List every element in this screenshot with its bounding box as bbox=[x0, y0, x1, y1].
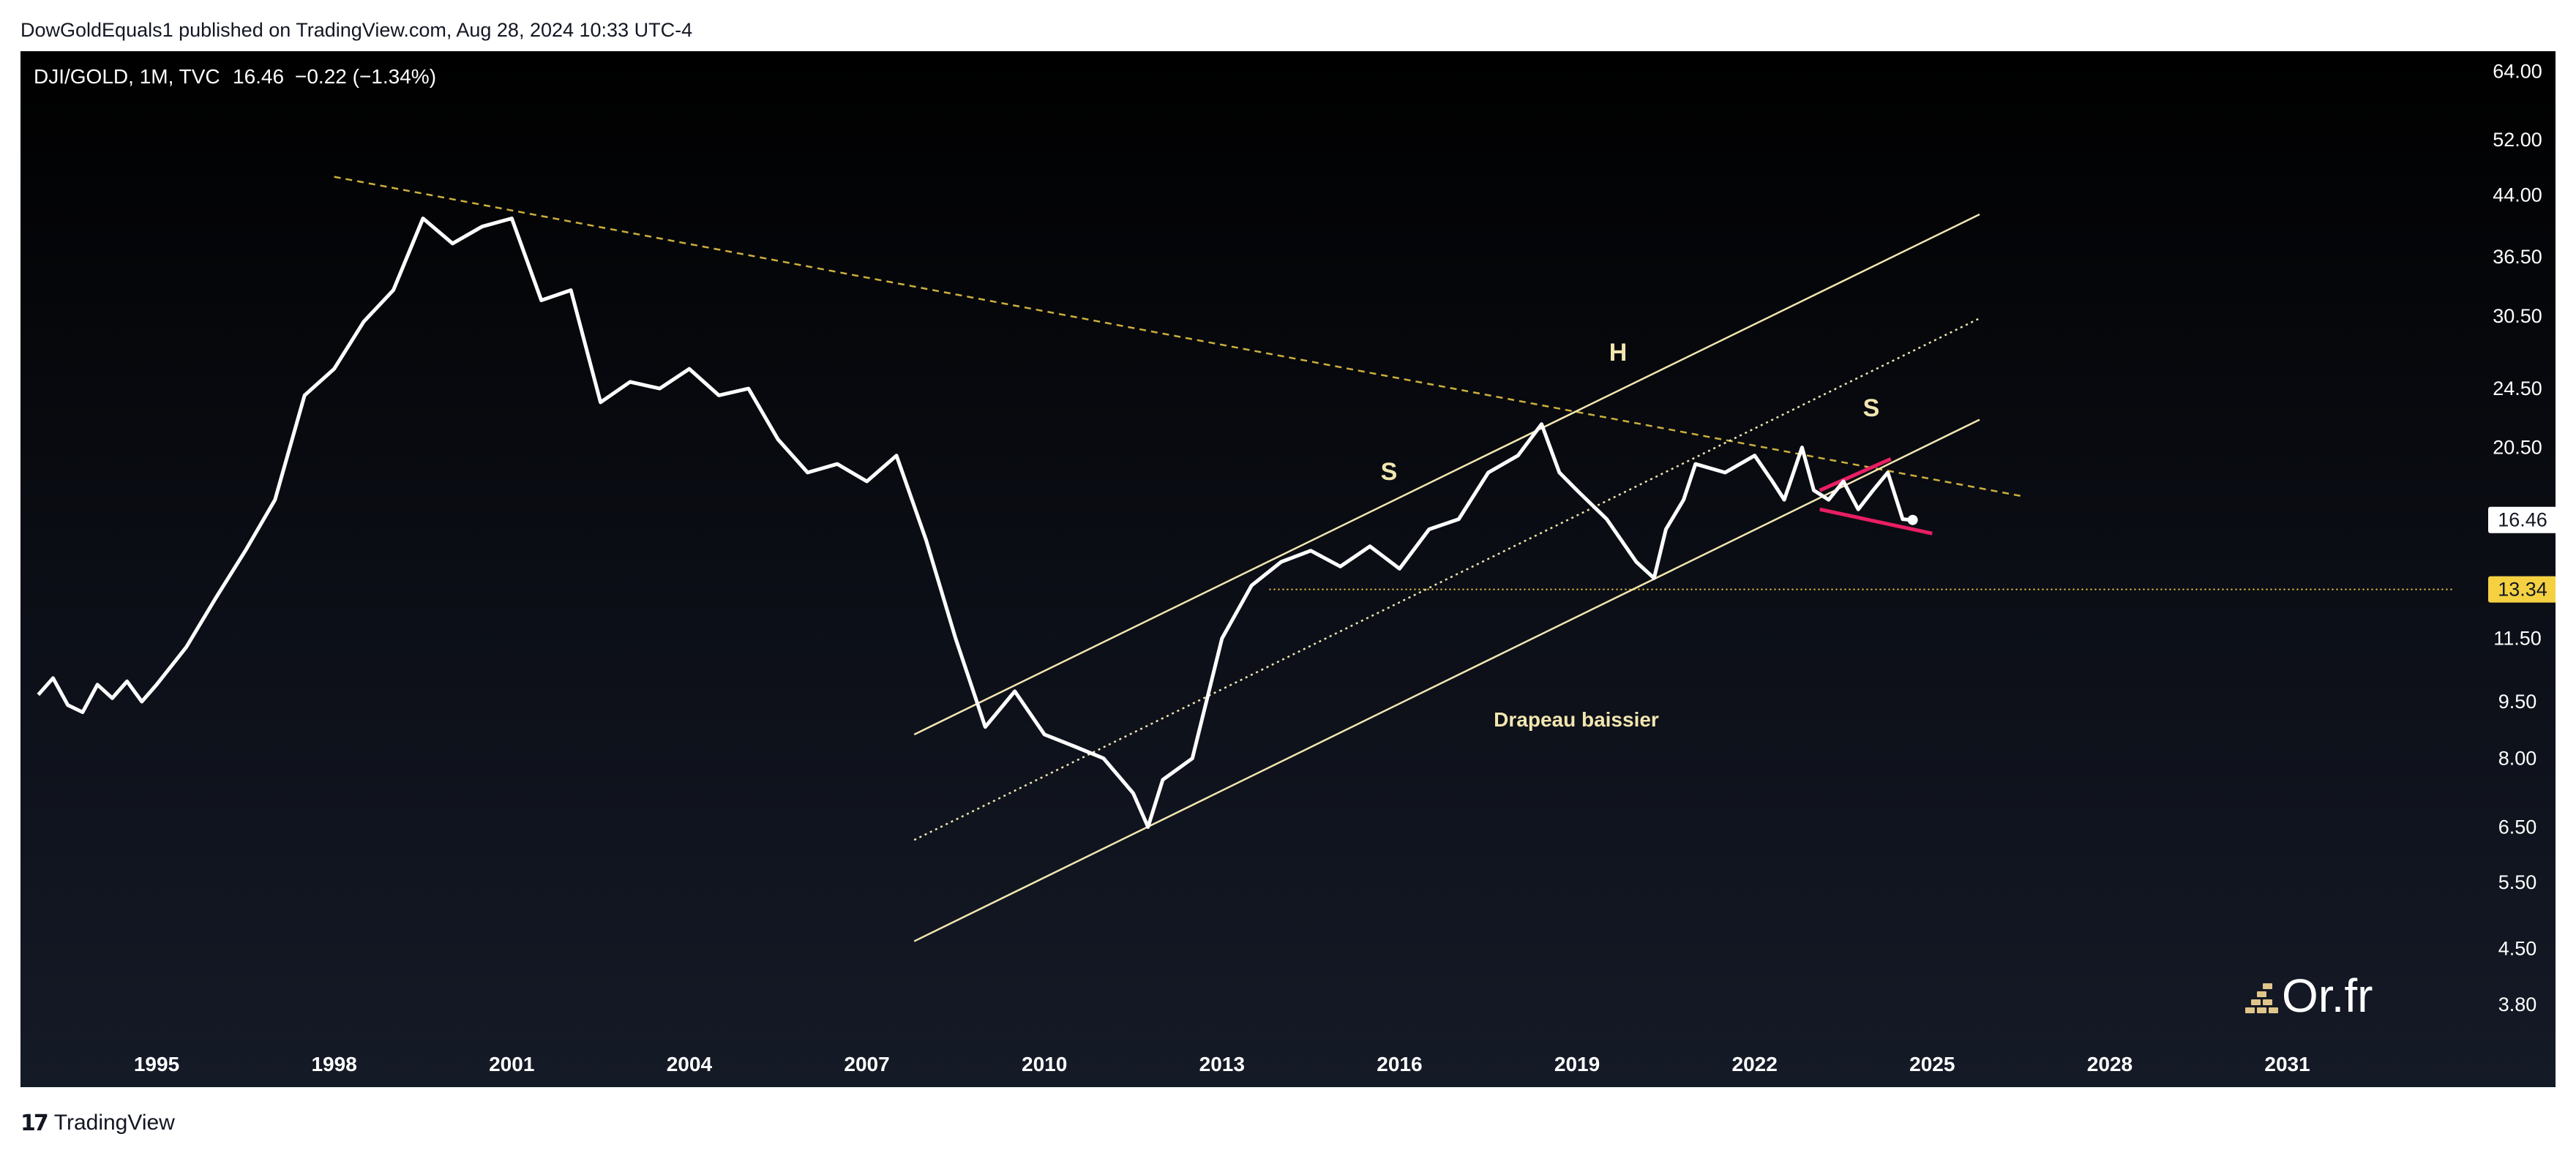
trendline-descending bbox=[334, 176, 2021, 497]
tradingview-logo-icon: 17 bbox=[20, 1110, 49, 1136]
x-tick-label: 2025 bbox=[1909, 1053, 1955, 1075]
x-tick-label: 2010 bbox=[1022, 1053, 1067, 1075]
y-tick-label: 4.50 bbox=[2498, 937, 2537, 959]
x-tick-label: 2028 bbox=[2087, 1053, 2133, 1075]
badge-last-price-text: 16.46 bbox=[2498, 509, 2547, 531]
publish-attribution: DowGoldEquals1 published on TradingView.… bbox=[20, 19, 693, 41]
price-series bbox=[37, 217, 1918, 829]
y-tick-label: 5.50 bbox=[2498, 871, 2537, 893]
x-tick-label: 1998 bbox=[311, 1053, 356, 1075]
badge-level: 13.34 bbox=[2488, 576, 2556, 603]
y-tick-label: 24.50 bbox=[2493, 378, 2542, 399]
label-left-shoulder: S bbox=[1381, 458, 1398, 486]
gold-bars-icon bbox=[2245, 983, 2278, 1013]
channel-middle bbox=[913, 317, 1980, 841]
y-tick-label: 11.50 bbox=[2493, 628, 2542, 650]
badge-last-price: 16.46 bbox=[2488, 506, 2556, 533]
watermark: Or.fr bbox=[2245, 969, 2373, 1022]
y-tick-label: 36.50 bbox=[2493, 246, 2542, 268]
legend-symbol: DJI/GOLD, 1M, TVC bbox=[34, 65, 220, 88]
x-tick-label: 2013 bbox=[1199, 1053, 1245, 1075]
label-pattern: Drapeau baissier bbox=[1494, 708, 1659, 731]
y-tick-label: 6.50 bbox=[2498, 816, 2537, 838]
footer-brand: TradingView bbox=[53, 1111, 175, 1135]
price-line bbox=[37, 217, 1913, 829]
chart-area[interactable]: 3.80 4.50 5.50 6.50 8.00 9.50 11.50 20.50 24.50 3… bbox=[20, 51, 2556, 1087]
y-tick-label: 64.00 bbox=[2493, 60, 2542, 82]
axes-layer: 3.80 4.50 5.50 6.50 8.00 9.50 11.50 20.50 24.50 3… bbox=[134, 60, 2556, 1075]
x-tick-label: 2019 bbox=[1554, 1053, 1600, 1075]
y-tick-label: 52.00 bbox=[2493, 129, 2542, 151]
price-chart[interactable]: 3.80 4.50 5.50 6.50 8.00 9.50 11.50 20.50 24.50 3… bbox=[20, 51, 2556, 1087]
x-tick-label: 2007 bbox=[844, 1053, 889, 1075]
footer: 17 TradingView bbox=[20, 1106, 175, 1140]
x-tick-label: 2004 bbox=[667, 1053, 713, 1075]
x-tick-label: 2001 bbox=[489, 1053, 534, 1075]
x-tick-label: 2016 bbox=[1377, 1053, 1422, 1075]
channel-upper bbox=[913, 213, 1980, 736]
badge-last-price-bg bbox=[2488, 506, 2556, 533]
y-tick-label: 30.50 bbox=[2493, 305, 2542, 327]
label-right-shoulder: S bbox=[1863, 394, 1880, 422]
y-tick-label: 8.00 bbox=[2498, 748, 2537, 770]
last-price-dot bbox=[1907, 514, 1918, 525]
x-tick-label: 2022 bbox=[1732, 1053, 1778, 1075]
x-tick-label: 2031 bbox=[2264, 1053, 2310, 1075]
badge-level-text: 13.34 bbox=[2498, 579, 2547, 601]
flag-upper bbox=[1819, 457, 1892, 492]
channel-lower bbox=[913, 418, 1980, 942]
legend-change: −0.22 (−1.34%) bbox=[295, 65, 436, 88]
y-tick-label: 9.50 bbox=[2498, 691, 2537, 713]
badge-level-bg bbox=[2488, 576, 2556, 603]
flag-lower bbox=[1819, 507, 1933, 536]
legend-last: 16.46 bbox=[233, 65, 284, 88]
y-tick-label: 44.00 bbox=[2493, 184, 2542, 206]
watermark-text: Or.fr bbox=[2282, 969, 2373, 1022]
x-tick-label: 1995 bbox=[134, 1053, 179, 1075]
drawings-layer bbox=[334, 176, 2453, 942]
y-tick-label: 20.50 bbox=[2493, 437, 2542, 459]
y-tick-label: 3.80 bbox=[2498, 994, 2537, 1015]
label-head: H bbox=[1609, 339, 1628, 367]
